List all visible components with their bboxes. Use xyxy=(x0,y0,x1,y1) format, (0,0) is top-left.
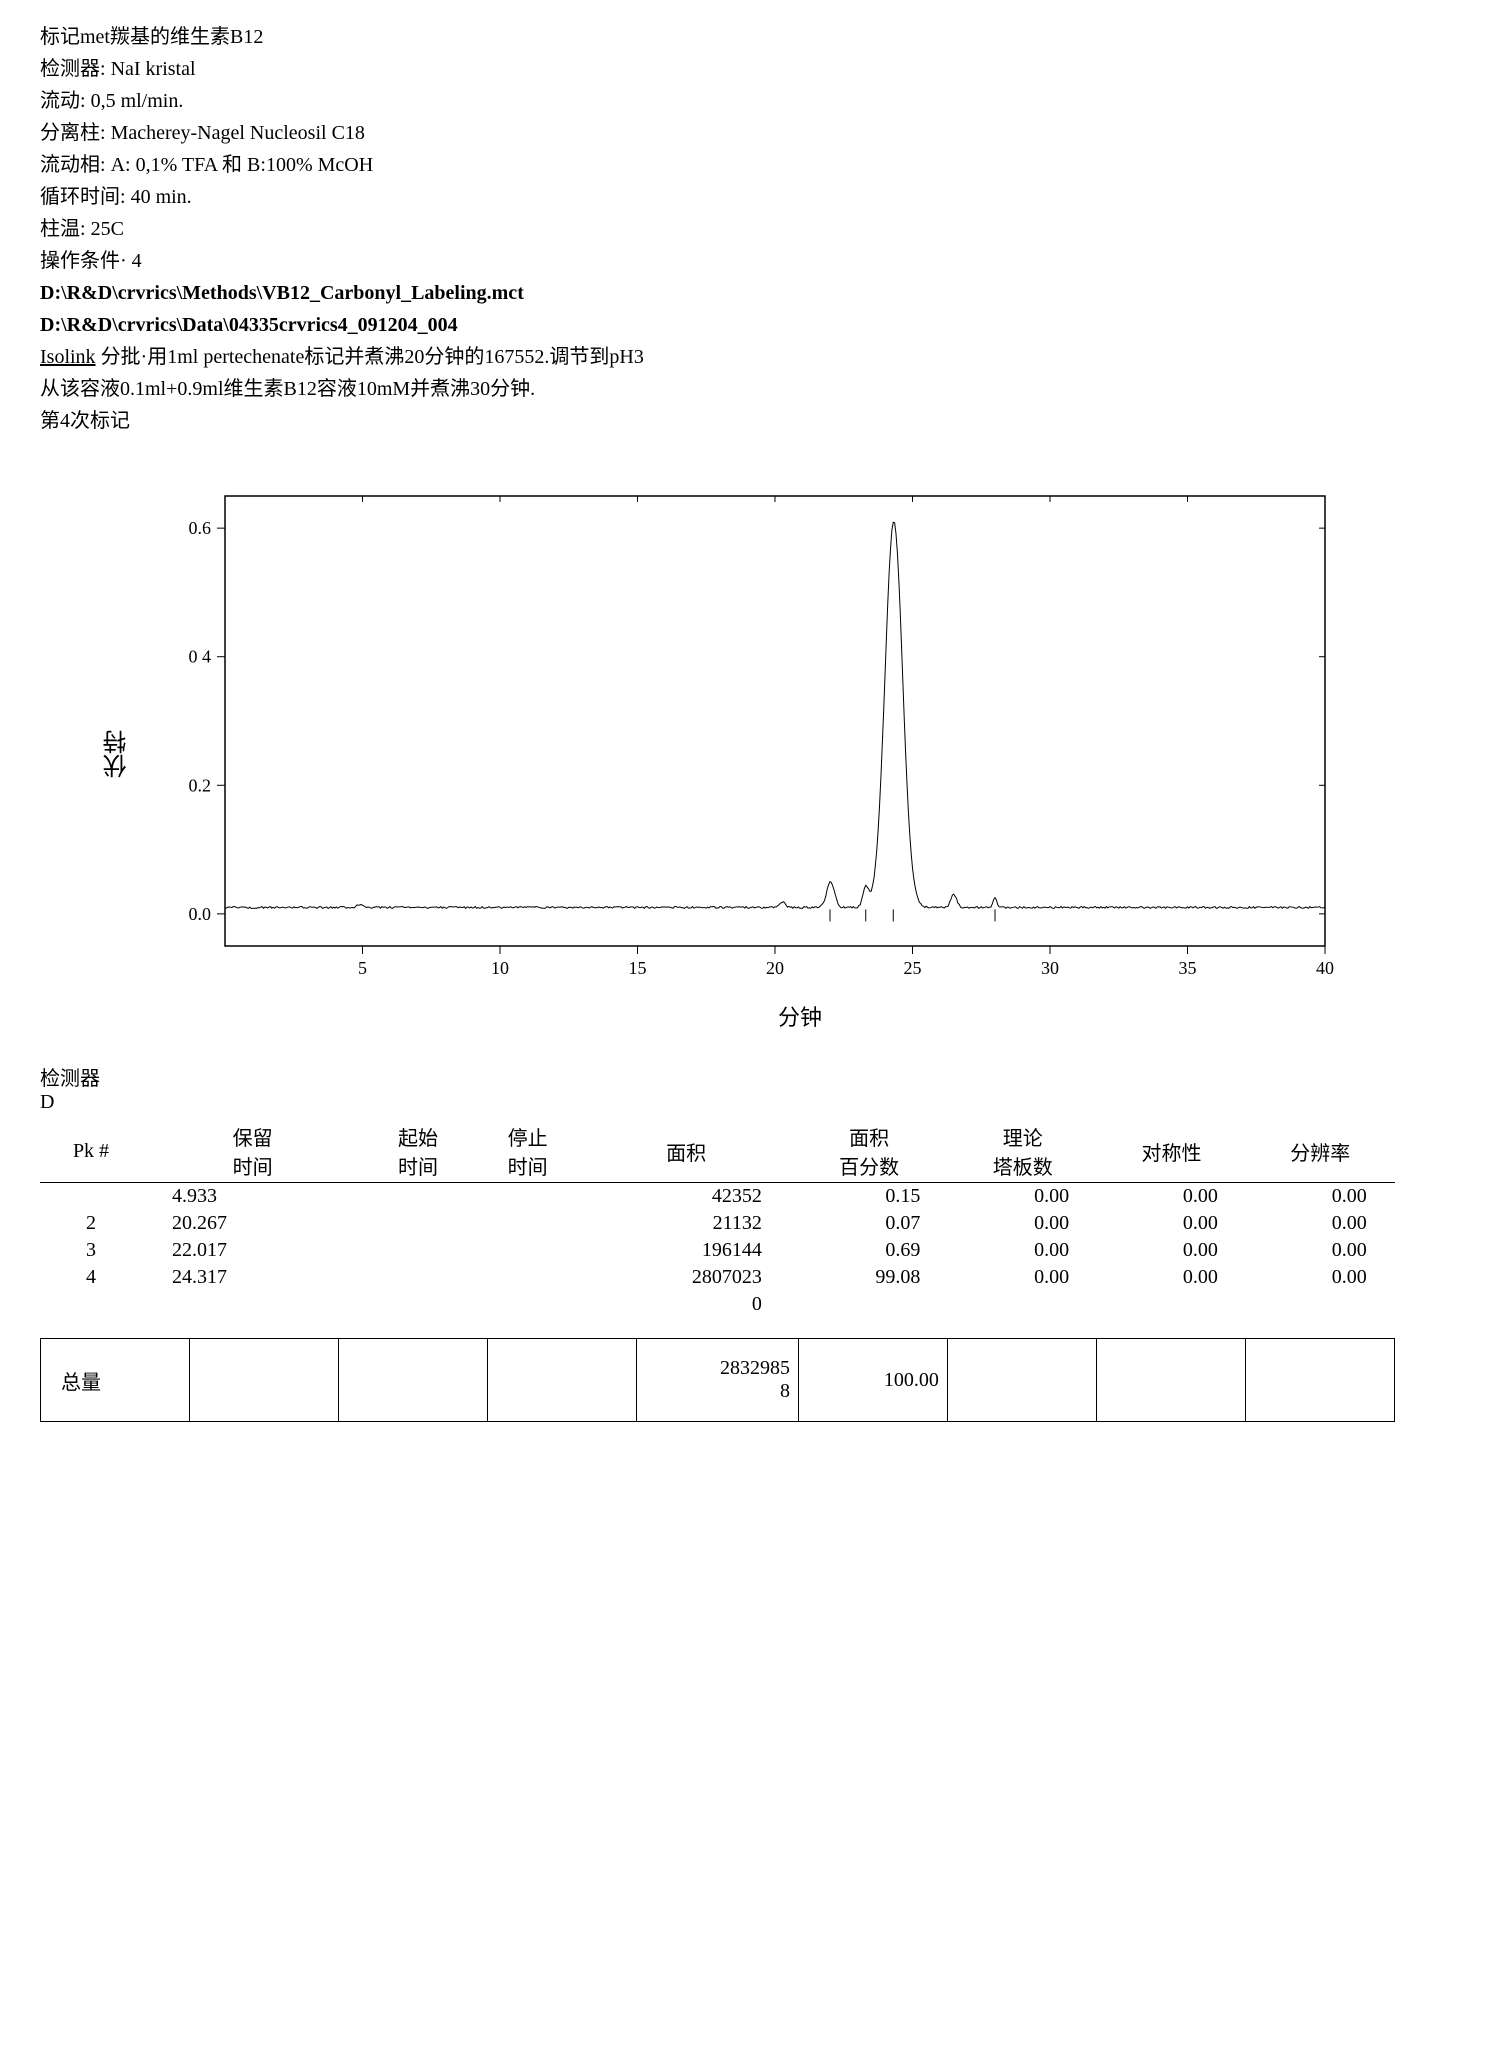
proc-line2: 从该容液0.1ml+0.9ml维生素B12容液10mM并煮沸30分钟. xyxy=(40,374,1466,404)
svg-text:10: 10 xyxy=(491,958,509,978)
col-rt: 保留 时间 xyxy=(142,1120,363,1183)
detector-line: 检测器: NaI kristal xyxy=(40,54,1466,84)
svg-text:0.0: 0.0 xyxy=(189,904,212,924)
peaks-header-row: Pk # 保留 时间 起始 时间 停止 时间 面积 面积 百分数 理论 塔板数 … xyxy=(40,1120,1395,1183)
col-pk: Pk # xyxy=(40,1120,142,1183)
mobile-line: 流动相: A: 0,1% TFA 和 B:100% McOH xyxy=(40,150,1466,180)
cycle-line: 循环时间: 40 min. xyxy=(40,182,1466,212)
svg-text:0.2: 0.2 xyxy=(189,775,212,795)
chart-ylabel: 伏特 xyxy=(100,730,135,778)
svg-text:40: 40 xyxy=(1316,958,1334,978)
run-label: 第4次标记 xyxy=(40,406,1466,436)
chart-xlabel: 分钟 xyxy=(255,1000,1345,1032)
path2: D:\R&D\crvrics\Data\04335crvrics4_091204… xyxy=(40,310,1466,340)
totals-label: 总量 xyxy=(41,1339,190,1422)
totals-area: 28329858 xyxy=(636,1339,798,1422)
table-row: 322.0171961440.690.000.000.00 xyxy=(40,1237,1395,1264)
peaks-table: Pk # 保留 时间 起始 时间 停止 时间 面积 面积 百分数 理论 塔板数 … xyxy=(40,1120,1395,1318)
col-start: 起始 时间 xyxy=(363,1120,473,1183)
col-area: 面积 xyxy=(582,1120,789,1183)
chromatogram-wrap: 伏特 5 10 15 20 25 30 35 40 0.0 0.2 0 4 0.6 分钟 xyxy=(100,476,1466,1032)
column-line: 分离柱: Macherey-Nagel Nucleosil C18 xyxy=(40,118,1466,148)
col-res: 分辨率 xyxy=(1246,1120,1395,1183)
svg-text:35: 35 xyxy=(1179,958,1197,978)
col-stop: 停止 时间 xyxy=(473,1120,583,1183)
title: 标记met羰基的维生素B12 xyxy=(40,22,1466,52)
chromatogram-chart: 5 10 15 20 25 30 35 40 0.0 0.2 0 4 0.6 xyxy=(145,476,1345,996)
totals-table: 总量 28329858 100.00 xyxy=(40,1338,1395,1422)
svg-text:20: 20 xyxy=(766,958,784,978)
flow-line: 流动: 0,5 ml/min. xyxy=(40,86,1466,116)
cond-line: 操作条件· 4 xyxy=(40,246,1466,276)
header-block: 标记met羰基的维生素B12 检测器: NaI kristal 流动: 0,5 … xyxy=(40,22,1466,436)
isolink-line: Isolink 分批·用1ml pertechenate标记并煮沸20分钟的16… xyxy=(40,342,1466,372)
svg-text:30: 30 xyxy=(1041,958,1059,978)
table-detector-label: 检测器 D xyxy=(40,1062,1466,1114)
col-plates: 理论 塔板数 xyxy=(948,1120,1097,1183)
path1: D:\R&D\crvrics\Methods\VB12_Carbonyl_Lab… xyxy=(40,278,1466,308)
table-row: 424.317280702399.080.000.000.00 xyxy=(40,1264,1395,1291)
svg-text:15: 15 xyxy=(629,958,647,978)
temp-line: 柱温: 25C xyxy=(40,214,1466,244)
svg-text:0.6: 0.6 xyxy=(189,518,212,538)
table-row: 4.933423520.150.000.000.00 xyxy=(40,1183,1395,1211)
totals-pct: 100.00 xyxy=(799,1339,948,1422)
col-pct: 面积 百分数 xyxy=(790,1120,949,1183)
svg-text:5: 5 xyxy=(358,958,367,978)
table-row: 0 xyxy=(40,1291,1395,1318)
svg-text:25: 25 xyxy=(904,958,922,978)
svg-text:0 4: 0 4 xyxy=(189,647,212,667)
col-sym: 对称性 xyxy=(1097,1120,1246,1183)
table-row: 220.267211320.070.000.000.00 xyxy=(40,1210,1395,1237)
